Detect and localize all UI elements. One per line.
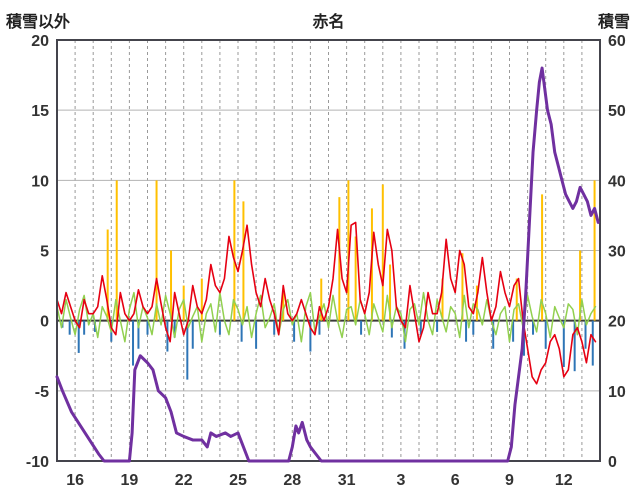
svg-text:15: 15	[31, 103, 49, 120]
chart-title: 赤名	[312, 14, 345, 31]
svg-text:-5: -5	[35, 384, 49, 401]
svg-text:20: 20	[608, 314, 626, 331]
right-axis-title: 積雪	[597, 14, 630, 31]
svg-text:16: 16	[66, 472, 84, 489]
left-axis-title: 積雪以外	[6, 14, 71, 31]
svg-text:10: 10	[31, 173, 49, 190]
svg-text:20: 20	[31, 33, 49, 50]
svg-text:28: 28	[283, 472, 301, 489]
svg-text:40: 40	[608, 173, 626, 190]
svg-text:60: 60	[608, 33, 626, 50]
svg-text:-10: -10	[26, 454, 49, 471]
svg-text:6: 6	[451, 472, 460, 489]
svg-text:22: 22	[175, 472, 193, 489]
svg-text:50: 50	[608, 103, 626, 120]
svg-text:25: 25	[229, 472, 247, 489]
svg-text:9: 9	[505, 472, 514, 489]
svg-text:0: 0	[608, 454, 617, 471]
svg-text:12: 12	[555, 472, 573, 489]
svg-text:0: 0	[40, 314, 49, 331]
svg-text:10: 10	[608, 384, 626, 401]
svg-text:31: 31	[338, 472, 356, 489]
svg-text:3: 3	[396, 472, 405, 489]
svg-text:5: 5	[40, 244, 49, 261]
svg-text:30: 30	[608, 244, 626, 261]
svg-text:19: 19	[121, 472, 139, 489]
